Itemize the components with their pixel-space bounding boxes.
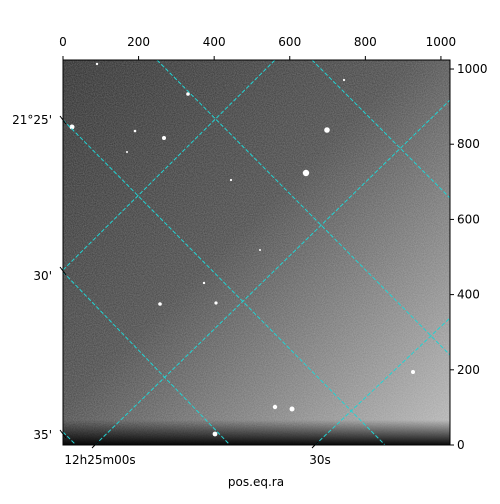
dec-tick-label: 35' bbox=[33, 428, 52, 442]
grid-line bbox=[63, 271, 231, 445]
coordinate-grid bbox=[63, 60, 450, 445]
ra-tick-label: 12h25m00s bbox=[64, 453, 135, 467]
world-ticks bbox=[59, 115, 319, 449]
sky-image bbox=[63, 60, 450, 445]
y-tick-label: 1000 bbox=[457, 62, 488, 76]
grid-line bbox=[63, 431, 77, 445]
grid-line bbox=[156, 60, 450, 356]
grid-line bbox=[94, 99, 450, 445]
x-tick-label: 1000 bbox=[426, 35, 457, 49]
y-tick-label: 200 bbox=[457, 363, 480, 377]
plot-frame bbox=[62, 59, 451, 446]
grid-line bbox=[314, 317, 450, 445]
x-tick-label: 800 bbox=[354, 35, 377, 49]
grid-line bbox=[63, 60, 276, 271]
x-tick-label: 200 bbox=[127, 35, 150, 49]
y-tick-label: 400 bbox=[457, 288, 480, 302]
y-tick-label: 600 bbox=[457, 212, 480, 226]
x-tick-label: 600 bbox=[278, 35, 301, 49]
stars bbox=[69, 62, 415, 437]
ra-tick-label: 30s bbox=[309, 453, 331, 467]
dec-tick-label: 30' bbox=[33, 269, 52, 283]
dec-tick-label: 21°25' bbox=[12, 113, 52, 127]
grid-line bbox=[311, 60, 450, 199]
y-tick-label: 0 bbox=[457, 438, 465, 452]
x-tick-label: 400 bbox=[203, 35, 226, 49]
y-tick-label: 800 bbox=[457, 137, 480, 151]
grid-line bbox=[63, 119, 386, 445]
x-tick-label: 0 bbox=[59, 35, 67, 49]
x-axis-label: pos.eq.ra bbox=[228, 475, 284, 489]
